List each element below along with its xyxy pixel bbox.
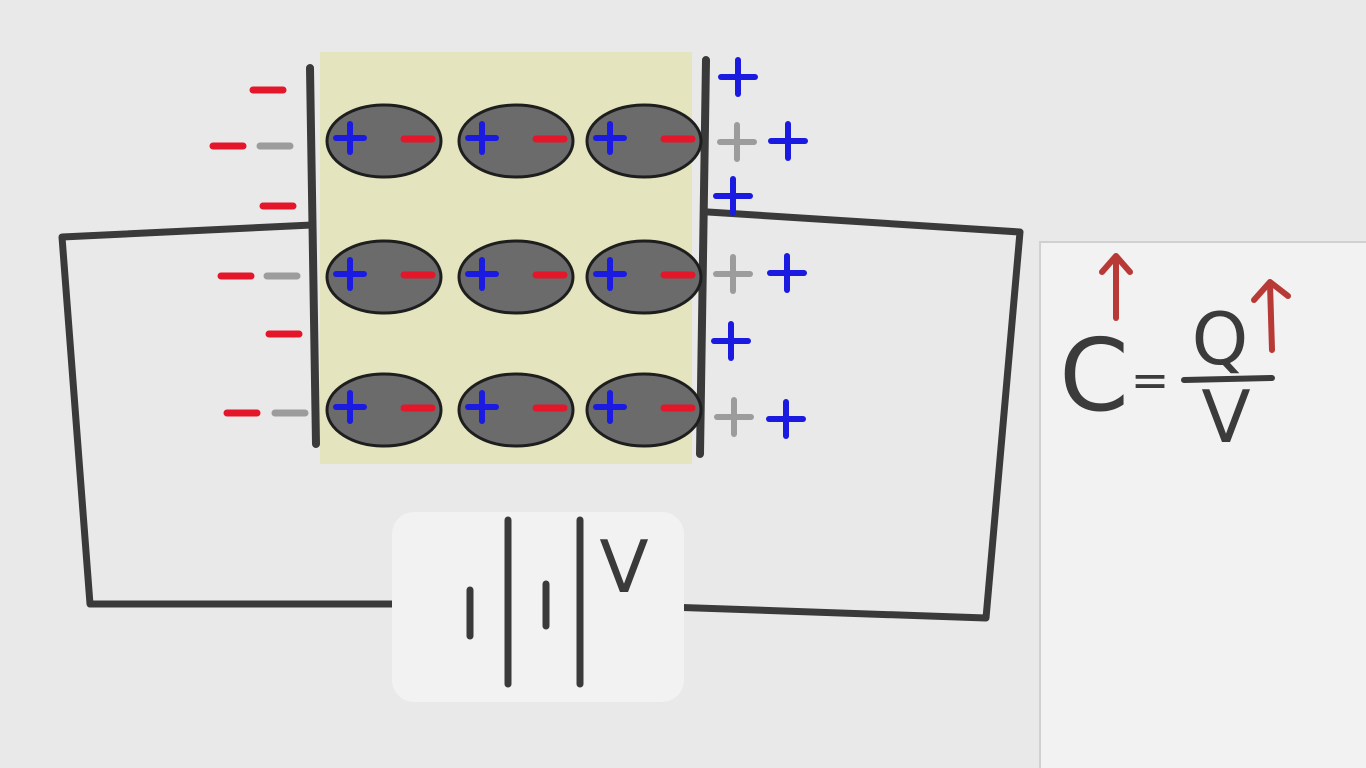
dipole-molecule (325, 372, 443, 448)
dipole-molecule (325, 103, 443, 179)
molecule-body (457, 239, 575, 315)
dipole-molecule (457, 372, 575, 448)
molecule-body (325, 103, 443, 179)
molecule-positive-end (593, 390, 627, 424)
formula-v: V (1201, 375, 1250, 459)
formula-q: Q (1192, 297, 1249, 381)
right-plate-induced-charge (713, 254, 753, 294)
dipole-molecule (457, 239, 575, 315)
molecule-positive-end (465, 257, 499, 291)
molecule-body (585, 372, 703, 448)
battery: V (392, 512, 684, 702)
molecule-positive-end (593, 257, 627, 291)
molecule-positive-end (333, 121, 367, 155)
molecule-body (457, 103, 575, 179)
capacitance-formula: C = Q V (1059, 253, 1291, 459)
dipole-molecule (585, 372, 703, 448)
right-plate-induced-charge (714, 397, 754, 437)
molecule-positive-end (465, 390, 499, 424)
right-plate-positive-charge (718, 57, 758, 97)
dipole-molecule (585, 239, 703, 315)
dipole-molecule (457, 103, 575, 179)
molecule-positive-end (593, 121, 627, 155)
right-plate-induced-charge (717, 122, 757, 162)
plate-charges (209, 57, 808, 439)
formula-panel (1039, 241, 1366, 768)
dipole-molecule (325, 239, 443, 315)
capacitance-up-arrow (1099, 253, 1133, 321)
molecule-body (585, 239, 703, 315)
right-plate (696, 56, 710, 458)
right-plate-positive-charge (711, 321, 751, 361)
left-plate (306, 64, 320, 448)
right-plate-positive-charge (766, 399, 806, 439)
formula-equals: = (1131, 353, 1170, 407)
molecule-body (585, 103, 703, 179)
molecule-positive-end (465, 121, 499, 155)
fraction-bar (1181, 375, 1275, 383)
battery-voltage-label: V (599, 525, 648, 609)
dipole-molecule (585, 103, 703, 179)
right-plate-positive-charge (768, 121, 808, 161)
right-plate-positive-charge (713, 176, 753, 216)
molecule-body (457, 372, 575, 448)
right-plate-positive-charge (767, 253, 807, 293)
molecule-positive-end (333, 390, 367, 424)
battery-backdrop (392, 512, 684, 702)
molecule-positive-end (333, 257, 367, 291)
charge-up-arrow (1251, 279, 1291, 353)
molecule-body (325, 239, 443, 315)
formula-c: C (1059, 317, 1129, 434)
molecule-body (325, 372, 443, 448)
circuit-wire (58, 208, 1024, 622)
polarized-molecules (325, 103, 703, 448)
